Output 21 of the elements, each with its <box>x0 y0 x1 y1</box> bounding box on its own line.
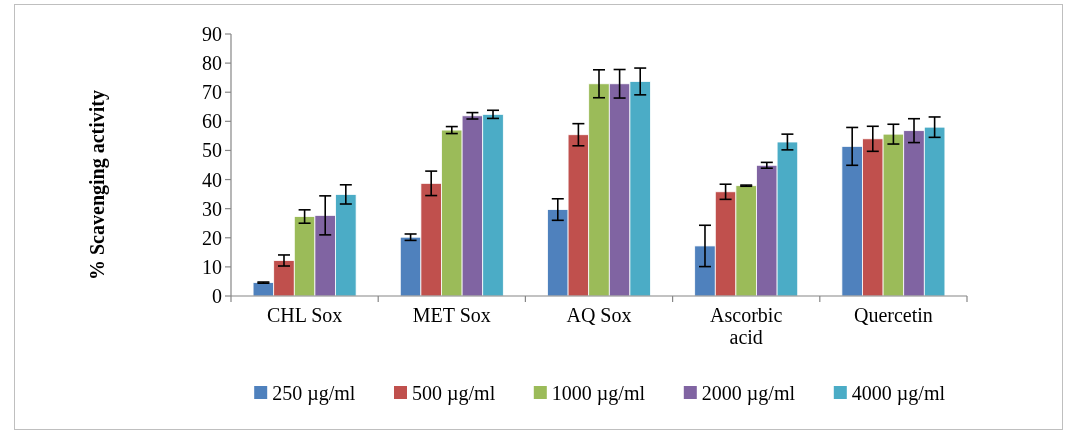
x-tick-label: MET Sox <box>412 304 491 326</box>
x-tick-label: CHL Sox <box>266 304 343 326</box>
legend-label: 2000 µg/ml <box>701 382 796 405</box>
legend-label: 4000 µg/ml <box>851 382 946 405</box>
y-tick-label: 70 <box>202 81 222 104</box>
x-tick-label: AQ Sox <box>566 304 632 326</box>
y-tick-label: 60 <box>202 110 222 133</box>
y-tick-label: 0 <box>212 285 222 307</box>
y-tick-label: 80 <box>202 52 222 75</box>
y-tick-label: 30 <box>202 197 222 220</box>
y-tick-label: 10 <box>202 255 222 278</box>
y-tick-label: 90 <box>202 23 222 45</box>
y-tick-label: 40 <box>202 168 222 191</box>
legend-label: 1000 µg/ml <box>551 382 646 405</box>
y-tick-label: 20 <box>202 226 222 249</box>
legend-label: 500 µg/ml <box>412 382 496 405</box>
legend-label: 250 µg/ml <box>272 382 356 405</box>
y-axis-title: % Scavenging activity <box>86 90 109 280</box>
x-tick-label: Ascorbic acid <box>710 304 783 348</box>
x-tick-label: Quercetin <box>853 304 933 326</box>
y-tick-label: 50 <box>202 139 222 162</box>
